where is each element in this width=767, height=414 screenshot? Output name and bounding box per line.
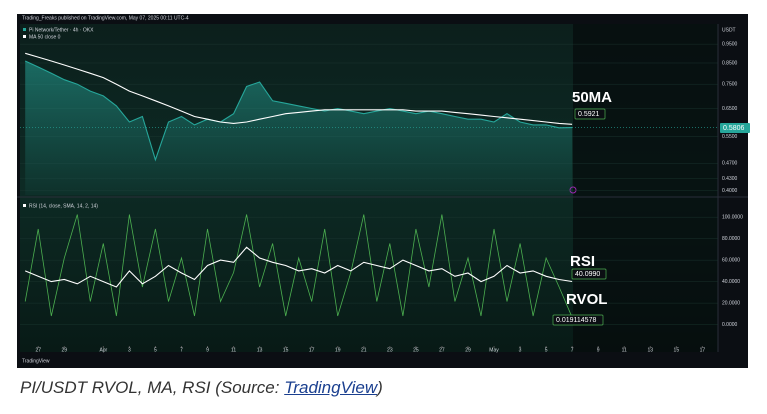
y-axis-label: USDT bbox=[722, 27, 736, 33]
y-tick-label: 60.0000 bbox=[722, 257, 740, 263]
annotation: 0.019114578 bbox=[556, 317, 596, 324]
caption-text: ) bbox=[377, 378, 383, 397]
annotation: 50MA bbox=[572, 89, 612, 106]
x-tick-label: 29 bbox=[465, 347, 471, 353]
legend-label: Pi Network/Tether · 4h · OKX bbox=[29, 27, 94, 33]
y-tick-label: 80.0000 bbox=[722, 236, 740, 242]
x-tick-label: 13 bbox=[648, 347, 654, 353]
x-tick-label: 15 bbox=[283, 347, 289, 353]
series-line bbox=[24, 214, 573, 318]
x-tick-label: 7 bbox=[180, 347, 183, 353]
x-tick-label: Apr bbox=[99, 347, 107, 353]
x-tick-label: May bbox=[489, 347, 499, 353]
area bbox=[25, 61, 573, 195]
y-tick-label: 0.8500 bbox=[722, 60, 738, 66]
y-tick-label: 0.0000 bbox=[722, 322, 738, 328]
caption-link[interactable]: TradingView bbox=[284, 378, 378, 397]
annotation: 40.0990 bbox=[575, 271, 600, 278]
x-tick-label: 11 bbox=[231, 347, 236, 353]
y-tick-label: 0.6500 bbox=[722, 106, 738, 112]
x-tick-label: 25 bbox=[413, 347, 419, 353]
legend-swatch bbox=[23, 204, 26, 207]
future-area bbox=[573, 24, 718, 352]
x-tick-label: 5 bbox=[545, 347, 548, 353]
y-tick-label: 100.0000 bbox=[722, 215, 743, 221]
header: Trading_Freaks published on TradingView.… bbox=[22, 15, 189, 21]
x-tick-label: 13 bbox=[257, 347, 263, 353]
x-tick-label: 17 bbox=[700, 347, 706, 353]
series-line bbox=[24, 60, 573, 162]
series-line bbox=[24, 246, 573, 288]
series-line bbox=[25, 52, 573, 125]
x-tick-label: 5 bbox=[154, 347, 157, 353]
watermark: TradingView bbox=[22, 358, 50, 364]
x-tick-label: 21 bbox=[361, 347, 367, 353]
x-tick-label: 3 bbox=[128, 347, 131, 353]
y-tick-label: 20.0000 bbox=[722, 300, 740, 306]
y-tick-label: 0.4700 bbox=[722, 161, 738, 167]
x-tick-label: 23 bbox=[387, 347, 393, 353]
x-tick-label: 29 bbox=[61, 347, 67, 353]
annotation: RSI bbox=[570, 253, 595, 270]
x-tick-label: 11 bbox=[622, 347, 627, 353]
legend-swatch bbox=[23, 28, 26, 31]
caption: PI/USDT RVOL, MA, RSI (Source: TradingVi… bbox=[20, 378, 383, 398]
annotation-box bbox=[574, 108, 606, 120]
legend-label: MA 50 close 0 bbox=[29, 34, 61, 40]
annotation: 0.5921 bbox=[578, 111, 600, 118]
x-tick-label: 15 bbox=[674, 347, 680, 353]
x-tick-label: 7 bbox=[571, 347, 574, 353]
x-tick-label: 19 bbox=[335, 347, 341, 353]
x-tick-label: 3 bbox=[519, 347, 522, 353]
y-tick-label: 0.4300 bbox=[722, 176, 738, 182]
y-tick-label: 0.4000 bbox=[722, 188, 738, 194]
annotation-box bbox=[552, 314, 604, 326]
x-tick-label: 9 bbox=[206, 347, 209, 353]
annotation-box bbox=[720, 123, 750, 133]
x-tick-label: 27 bbox=[35, 347, 41, 353]
caption-text: PI/USDT RVOL, MA, RSI (Source: bbox=[20, 378, 285, 397]
y-tick-label: 0.7500 bbox=[722, 82, 738, 88]
x-tick-label: 17 bbox=[309, 347, 315, 353]
x-tick-label: 27 bbox=[439, 347, 445, 353]
annotation: 0.5806 bbox=[723, 125, 745, 132]
legend-label: RSI (14, close, SMA, 14, 2, 14) bbox=[29, 203, 98, 209]
x-tick-label: 9 bbox=[597, 347, 600, 353]
legend-swatch bbox=[23, 35, 26, 38]
chart: Trading_Freaks published on TradingView.… bbox=[17, 14, 750, 368]
y-tick-label: 0.5500 bbox=[722, 134, 738, 140]
series-label: RVOL bbox=[566, 291, 607, 308]
annotation-box bbox=[571, 268, 607, 280]
y-tick-label: 40.0000 bbox=[722, 279, 740, 285]
y-tick-label: 0.9500 bbox=[722, 41, 738, 47]
